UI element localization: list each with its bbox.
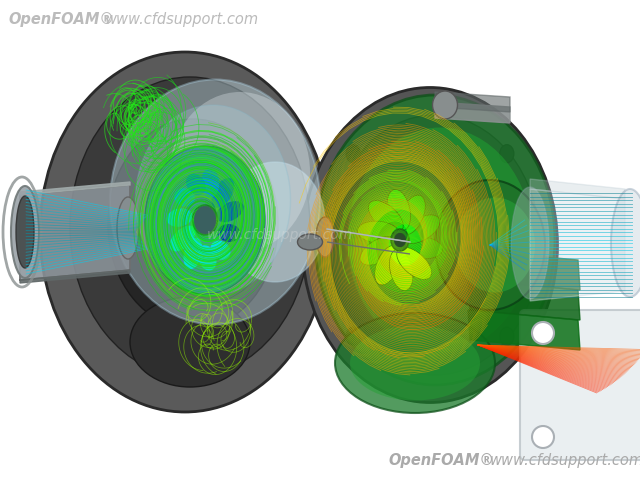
Ellipse shape [369, 201, 403, 233]
Ellipse shape [316, 217, 334, 257]
Ellipse shape [170, 92, 310, 252]
Ellipse shape [212, 178, 234, 208]
Ellipse shape [390, 249, 413, 290]
Ellipse shape [346, 145, 360, 163]
Ellipse shape [401, 237, 443, 259]
Ellipse shape [402, 215, 440, 243]
Polygon shape [468, 250, 580, 290]
Ellipse shape [117, 197, 139, 259]
Ellipse shape [298, 234, 323, 250]
Ellipse shape [435, 180, 545, 310]
Ellipse shape [303, 87, 557, 403]
Ellipse shape [433, 91, 458, 119]
Ellipse shape [108, 119, 278, 329]
Ellipse shape [216, 201, 244, 222]
Ellipse shape [348, 128, 532, 352]
Ellipse shape [166, 208, 193, 227]
Polygon shape [435, 92, 510, 112]
Ellipse shape [346, 327, 360, 345]
Ellipse shape [198, 245, 216, 271]
Text: OpenFOAM®: OpenFOAM® [8, 12, 114, 27]
Ellipse shape [211, 240, 230, 260]
Ellipse shape [136, 105, 291, 295]
Text: www.cfdsupport.com: www.cfdsupport.com [490, 453, 640, 468]
Ellipse shape [70, 77, 310, 377]
Ellipse shape [201, 168, 220, 197]
Ellipse shape [225, 162, 325, 282]
Ellipse shape [511, 187, 549, 299]
Polygon shape [20, 270, 130, 283]
Ellipse shape [315, 95, 555, 385]
Polygon shape [530, 189, 625, 301]
Ellipse shape [387, 190, 410, 231]
Ellipse shape [335, 313, 495, 413]
Ellipse shape [455, 197, 535, 292]
FancyBboxPatch shape [520, 310, 640, 460]
Ellipse shape [391, 229, 409, 251]
Text: www.cfdsupport.com: www.cfdsupport.com [105, 12, 259, 27]
Ellipse shape [130, 297, 250, 387]
Polygon shape [327, 242, 410, 254]
Circle shape [532, 426, 554, 448]
Text: OpenFOAM®: OpenFOAM® [388, 453, 494, 468]
Ellipse shape [500, 145, 514, 163]
Ellipse shape [16, 196, 34, 268]
Ellipse shape [397, 247, 431, 279]
Ellipse shape [193, 205, 218, 235]
Polygon shape [435, 102, 510, 123]
Polygon shape [530, 179, 625, 199]
Polygon shape [468, 310, 580, 350]
Ellipse shape [330, 115, 540, 375]
Ellipse shape [184, 238, 202, 269]
Ellipse shape [174, 188, 195, 207]
Text: www.cfdsupport.com: www.cfdsupport.com [207, 228, 353, 242]
Ellipse shape [110, 80, 320, 324]
Ellipse shape [350, 325, 480, 400]
Ellipse shape [357, 221, 399, 243]
Ellipse shape [170, 226, 196, 252]
Ellipse shape [11, 186, 39, 278]
Polygon shape [20, 185, 130, 280]
Ellipse shape [145, 146, 265, 294]
Ellipse shape [399, 195, 426, 235]
Ellipse shape [500, 327, 514, 345]
Ellipse shape [360, 237, 398, 265]
Ellipse shape [40, 52, 330, 412]
Ellipse shape [374, 245, 401, 285]
Ellipse shape [186, 174, 206, 195]
Circle shape [532, 322, 554, 344]
Ellipse shape [611, 189, 640, 297]
Ellipse shape [218, 224, 241, 242]
Polygon shape [327, 229, 410, 242]
Polygon shape [468, 280, 580, 320]
Polygon shape [20, 182, 130, 195]
